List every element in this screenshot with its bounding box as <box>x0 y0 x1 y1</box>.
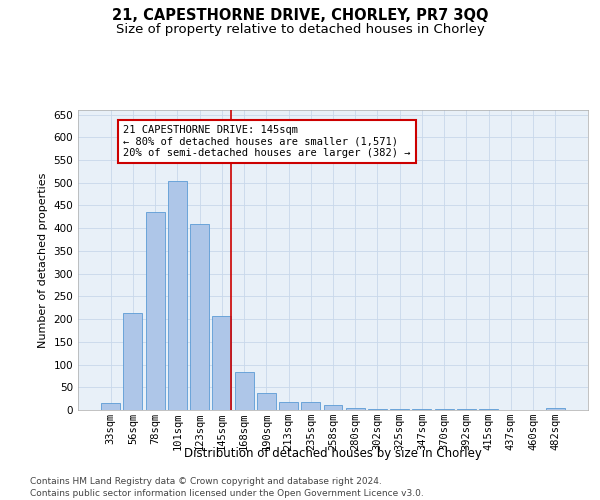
Y-axis label: Number of detached properties: Number of detached properties <box>38 172 48 348</box>
Bar <box>301 402 320 410</box>
Bar <box>101 403 120 410</box>
Bar <box>323 406 343 410</box>
Bar <box>190 224 209 410</box>
Text: 21, CAPESTHORNE DRIVE, CHORLEY, PR7 3QQ: 21, CAPESTHORNE DRIVE, CHORLEY, PR7 3QQ <box>112 8 488 22</box>
Text: Contains HM Land Registry data © Crown copyright and database right 2024.: Contains HM Land Registry data © Crown c… <box>30 478 382 486</box>
Text: 21 CAPESTHORNE DRIVE: 145sqm
← 80% of detached houses are smaller (1,571)
20% of: 21 CAPESTHORNE DRIVE: 145sqm ← 80% of de… <box>123 125 410 158</box>
Bar <box>212 316 231 410</box>
Bar <box>168 182 187 410</box>
Bar <box>257 392 276 410</box>
Bar <box>146 212 164 410</box>
Bar <box>235 372 254 410</box>
Bar <box>368 408 387 410</box>
Bar <box>412 409 431 410</box>
Text: Size of property relative to detached houses in Chorley: Size of property relative to detached ho… <box>116 22 484 36</box>
Text: Contains public sector information licensed under the Open Government Licence v3: Contains public sector information licen… <box>30 489 424 498</box>
Bar <box>479 408 498 410</box>
Bar <box>279 402 298 410</box>
Bar <box>124 313 142 410</box>
Bar <box>390 408 409 410</box>
Bar <box>346 408 365 410</box>
Bar <box>435 408 454 410</box>
Bar <box>546 408 565 410</box>
Text: Distribution of detached houses by size in Chorley: Distribution of detached houses by size … <box>184 448 482 460</box>
Bar <box>457 409 476 410</box>
